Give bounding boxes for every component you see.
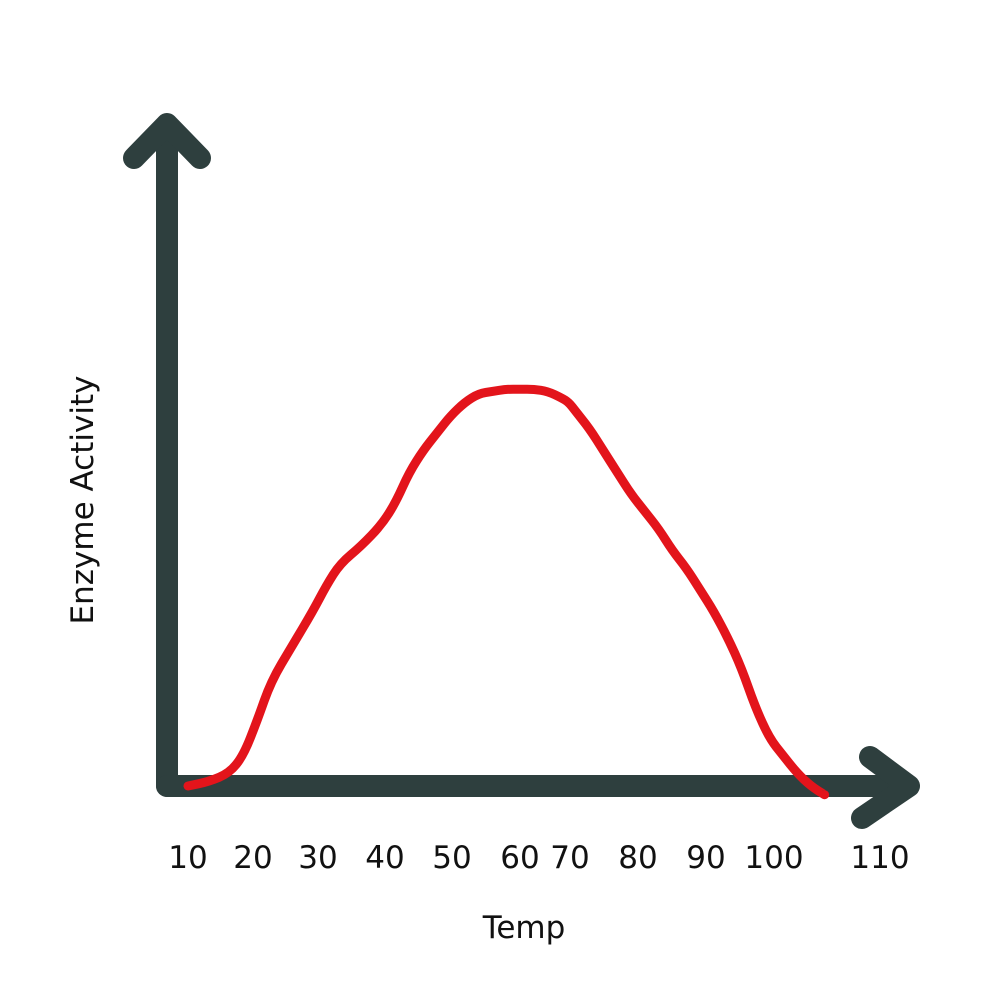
x-tick-labels: 10 20 30 40 50 60 70 80 90 100 110 [168, 840, 909, 876]
x-tick-label: 10 [168, 840, 207, 876]
x-tick-label: 30 [298, 840, 337, 876]
x-tick-label: 20 [233, 840, 272, 876]
x-axis-arrowhead [851, 746, 920, 829]
x-axis-title: Temp [482, 910, 566, 946]
x-tick-label: 80 [618, 840, 657, 876]
y-axis-title: Enzyme Activity [65, 376, 101, 625]
series-layer [183, 384, 830, 800]
y-axis-arrowhead [123, 113, 211, 169]
x-tick-label: 40 [365, 840, 404, 876]
x-tick-label: 60 [500, 840, 539, 876]
x-tick-label: 70 [550, 840, 589, 876]
x-tick-label: 100 [744, 840, 803, 876]
x-tick-label: 110 [850, 840, 909, 876]
series-line [183, 384, 830, 800]
x-tick-label: 50 [432, 840, 471, 876]
x-tick-label: 90 [686, 840, 725, 876]
